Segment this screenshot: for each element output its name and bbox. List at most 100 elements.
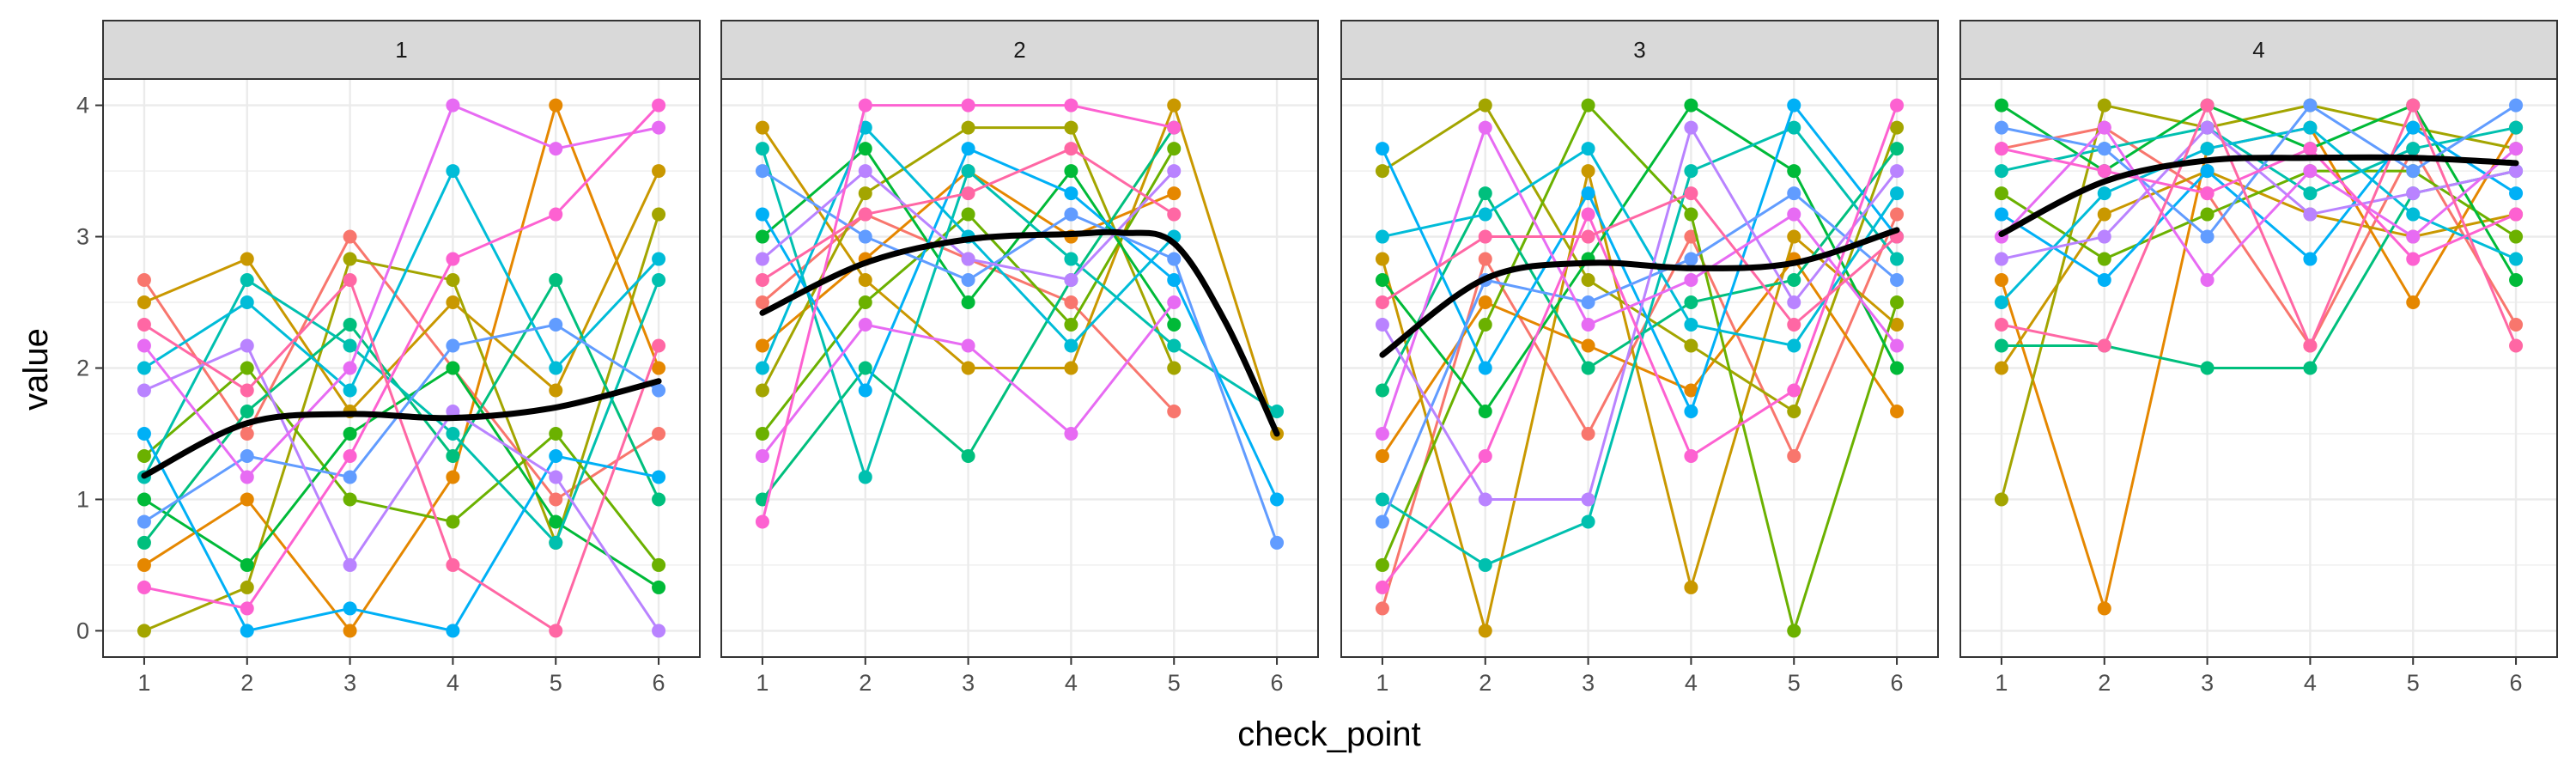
data-point [549, 361, 563, 375]
data-point [1890, 252, 1905, 266]
data-point [1890, 164, 1905, 179]
data-point [1375, 273, 1389, 288]
data-point [755, 207, 769, 222]
data-point [1375, 601, 1389, 616]
data-point [446, 295, 460, 310]
data-point [961, 295, 975, 310]
data-point [652, 98, 666, 113]
x-tick-label: 4 [1065, 670, 1078, 696]
series-line [1381, 192, 1899, 523]
data-point [1994, 120, 2008, 135]
data-point [549, 624, 563, 638]
data-point [1581, 295, 1595, 310]
data-point [1994, 186, 2008, 201]
data-point [2406, 295, 2421, 310]
data-point [2406, 142, 2421, 156]
data-point [961, 120, 975, 135]
data-point [1375, 492, 1389, 507]
data-point [1787, 318, 1801, 332]
series-line [2001, 147, 2517, 261]
data-point [1994, 207, 2008, 222]
data-point [858, 186, 872, 201]
data-point [2097, 601, 2111, 616]
data-point [755, 448, 769, 463]
data-point [1787, 186, 1801, 201]
series-line [143, 214, 660, 632]
data-point [1478, 207, 1492, 222]
data-point [2200, 361, 2215, 375]
facet-strip-label: 3 [1633, 37, 1645, 63]
smooth-trend-line [1998, 154, 2519, 237]
data-point [240, 448, 254, 463]
x-tick-label: 1 [137, 670, 150, 696]
facet-strip [1959, 20, 2558, 80]
data-point [1890, 98, 1905, 113]
series-line [143, 100, 660, 633]
series-line [2001, 125, 2517, 282]
data-point [1478, 295, 1492, 310]
data-point [549, 383, 563, 398]
data-point [1478, 361, 1492, 375]
facet-panels: 1 1 2 3 4 5 6 2 1 2 3 4 5 6 3 1 2 3 4 5 6 4 1 2 3 4 5 6 [102, 20, 2558, 696]
series-line [143, 167, 660, 393]
data-point [137, 361, 151, 375]
data-point [858, 273, 872, 288]
y-axis-title: value [17, 328, 55, 411]
data-point [1994, 98, 2008, 113]
data-point [1787, 404, 1801, 418]
x-tick-label: 5 [1788, 670, 1801, 696]
data-point [446, 252, 460, 266]
series-line [1381, 103, 1899, 414]
data-point [2303, 142, 2318, 156]
data-point [1064, 207, 1078, 222]
data-point [858, 207, 872, 222]
facet-panel-2: 2 1 2 3 4 5 6 [720, 20, 1319, 696]
data-point [1064, 273, 1078, 288]
data-point [1581, 207, 1595, 222]
data-point [961, 252, 975, 266]
data-point [240, 426, 254, 441]
facet-strip [102, 20, 701, 80]
data-point [2303, 98, 2318, 113]
data-point [652, 164, 666, 179]
series-group [137, 98, 666, 638]
data-point [1994, 492, 2008, 507]
series-line [1381, 102, 1899, 636]
data-point [1064, 142, 1078, 156]
data-point [2303, 164, 2318, 179]
data-point [446, 338, 460, 353]
panel-border [1959, 78, 2558, 658]
panel-border [1340, 78, 1939, 658]
smooth-trend-line [141, 378, 662, 479]
data-point [1375, 318, 1389, 332]
data-point [446, 557, 460, 572]
x-tick-label: 3 [343, 670, 356, 696]
data-point [1270, 492, 1285, 507]
data-point [137, 426, 151, 441]
data-point [549, 470, 563, 484]
data-point [2509, 142, 2524, 156]
data-point [343, 470, 357, 484]
data-point [2097, 98, 2111, 113]
data-point [137, 514, 151, 529]
data-point [961, 361, 975, 375]
data-point [1787, 273, 1801, 288]
data-point [1581, 318, 1595, 332]
data-point [652, 361, 666, 375]
data-point [2200, 164, 2215, 179]
x-tick-label: 2 [1479, 670, 1492, 696]
data-point [549, 98, 563, 113]
data-point [2200, 229, 2215, 244]
y-tick-label: 2 [76, 356, 89, 381]
data-point [755, 229, 769, 244]
data-point [1890, 186, 1905, 201]
data-point [1787, 120, 1801, 135]
data-point [1581, 514, 1595, 529]
data-point [137, 557, 151, 572]
data-point [1787, 383, 1801, 398]
data-point [755, 273, 769, 288]
data-point [343, 361, 357, 375]
series-line [2001, 126, 2518, 349]
data-point [2097, 207, 2111, 222]
data-point [549, 318, 563, 332]
